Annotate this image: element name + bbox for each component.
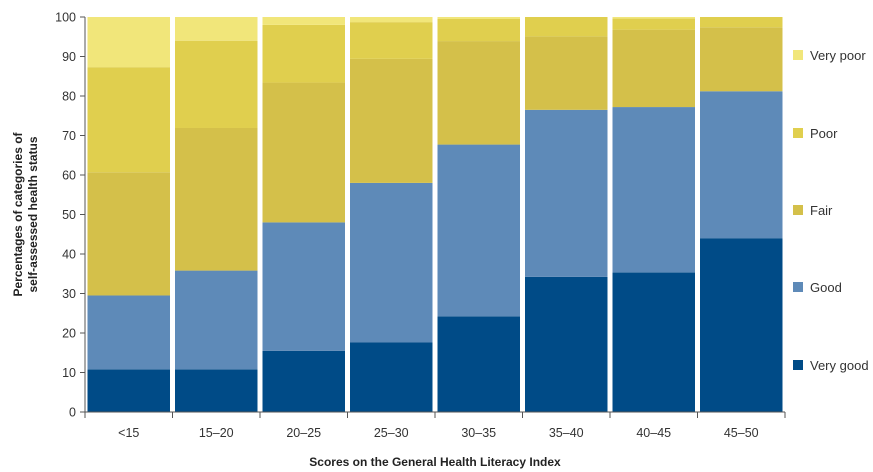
x-tick-label-4: 30–35: [461, 426, 496, 440]
legend-label-fair: Fair: [810, 203, 833, 218]
bar-segment-good-1: [175, 270, 258, 370]
bar-segment-very-poor-4: [437, 17, 520, 19]
bar-segment-very-good-6: [612, 272, 695, 412]
legend-swatch-good: [793, 282, 803, 292]
y-tick-label-20: 20: [62, 327, 76, 341]
y-tick-label-60: 60: [62, 169, 76, 183]
legend: Very poor Poor Fair Good Very good: [793, 48, 869, 373]
legend-swatch-poor: [793, 128, 803, 138]
bar-segment-good-6: [612, 107, 695, 273]
y-tick-label-90: 90: [62, 50, 76, 64]
bar-segment-poor-1: [175, 40, 258, 128]
bar-segment-very-good-4: [437, 316, 520, 412]
bar-segment-fair-4: [437, 41, 520, 145]
legend-label-good: Good: [810, 280, 842, 295]
bar-segment-poor-4: [437, 18, 520, 42]
bar-segment-poor-6: [612, 18, 695, 30]
bar-segment-very-poor-0: [87, 17, 170, 68]
axes-group: 0 10 20 30 40 50 60 70 80 90 100 <15 15–20 20–25 25–30…: [55, 11, 786, 440]
legend-label-very-poor: Very poor: [810, 48, 866, 63]
legend-label-very-good: Very good: [810, 358, 869, 373]
x-axis-title: Scores on the General Health Literacy In…: [309, 455, 561, 469]
y-tick-label-0: 0: [69, 406, 76, 420]
x-tick-label-2: 20–25: [286, 426, 321, 440]
bar-segment-poor-2: [262, 24, 345, 83]
bar-segment-very-poor-3: [350, 17, 433, 23]
y-tick-label-80: 80: [62, 90, 76, 104]
legend-label-poor: Poor: [810, 126, 838, 141]
x-tick-label-5: 35–40: [549, 426, 584, 440]
bar-segment-fair-1: [175, 127, 258, 271]
bar-segment-poor-0: [87, 67, 170, 173]
bar-segment-fair-3: [350, 58, 433, 183]
bar-segment-very-good-2: [262, 350, 345, 412]
x-tick-label-7: 45–50: [724, 426, 759, 440]
bar-segment-good-4: [437, 144, 520, 317]
x-tick-label-0: <15: [118, 426, 139, 440]
y-tick-label-50: 50: [62, 208, 76, 222]
legend-swatch-very-poor: [793, 50, 803, 60]
y-tick-label-100: 100: [55, 11, 76, 25]
x-tick-label-3: 25–30: [374, 426, 409, 440]
y-tick-label-70: 70: [62, 129, 76, 143]
bar-segment-good-5: [525, 109, 608, 277]
x-tick-label-6: 40–45: [636, 426, 671, 440]
bar-segment-good-3: [350, 182, 433, 343]
bars-group: [87, 17, 783, 412]
bar-segment-good-2: [262, 222, 345, 351]
bar-segment-fair-6: [612, 29, 695, 108]
bar-segment-poor-5: [525, 17, 608, 37]
bar-segment-fair-0: [87, 172, 170, 296]
bar-segment-fair-2: [262, 82, 345, 223]
legend-swatch-very-good: [793, 360, 803, 370]
bar-segment-poor-3: [350, 22, 433, 59]
bar-segment-poor-7: [700, 17, 783, 28]
bar-segment-very-good-0: [87, 369, 170, 412]
bar-segment-very-good-1: [175, 369, 258, 412]
x-tick-label-1: 15–20: [199, 426, 234, 440]
y-tick-label-30: 30: [62, 287, 76, 301]
bar-segment-very-good-5: [525, 276, 608, 412]
legend-swatch-fair: [793, 205, 803, 215]
y-axis-title-line-1: Percentages of categories of: [11, 131, 25, 296]
y-tick-label-40: 40: [62, 248, 76, 262]
bar-segment-fair-7: [700, 27, 783, 92]
y-axis-title-line-2: self-assessed health status: [26, 136, 40, 292]
y-tick-label-10: 10: [62, 366, 76, 380]
bar-segment-good-0: [87, 295, 170, 370]
bar-segment-very-poor-1: [175, 17, 258, 41]
bar-segment-very-good-7: [700, 238, 783, 412]
bar-segment-very-poor-6: [612, 17, 695, 19]
bar-segment-very-good-3: [350, 342, 433, 412]
bar-segment-fair-5: [525, 36, 608, 110]
bar-segment-good-7: [700, 91, 783, 239]
bar-segment-very-poor-2: [262, 17, 345, 25]
